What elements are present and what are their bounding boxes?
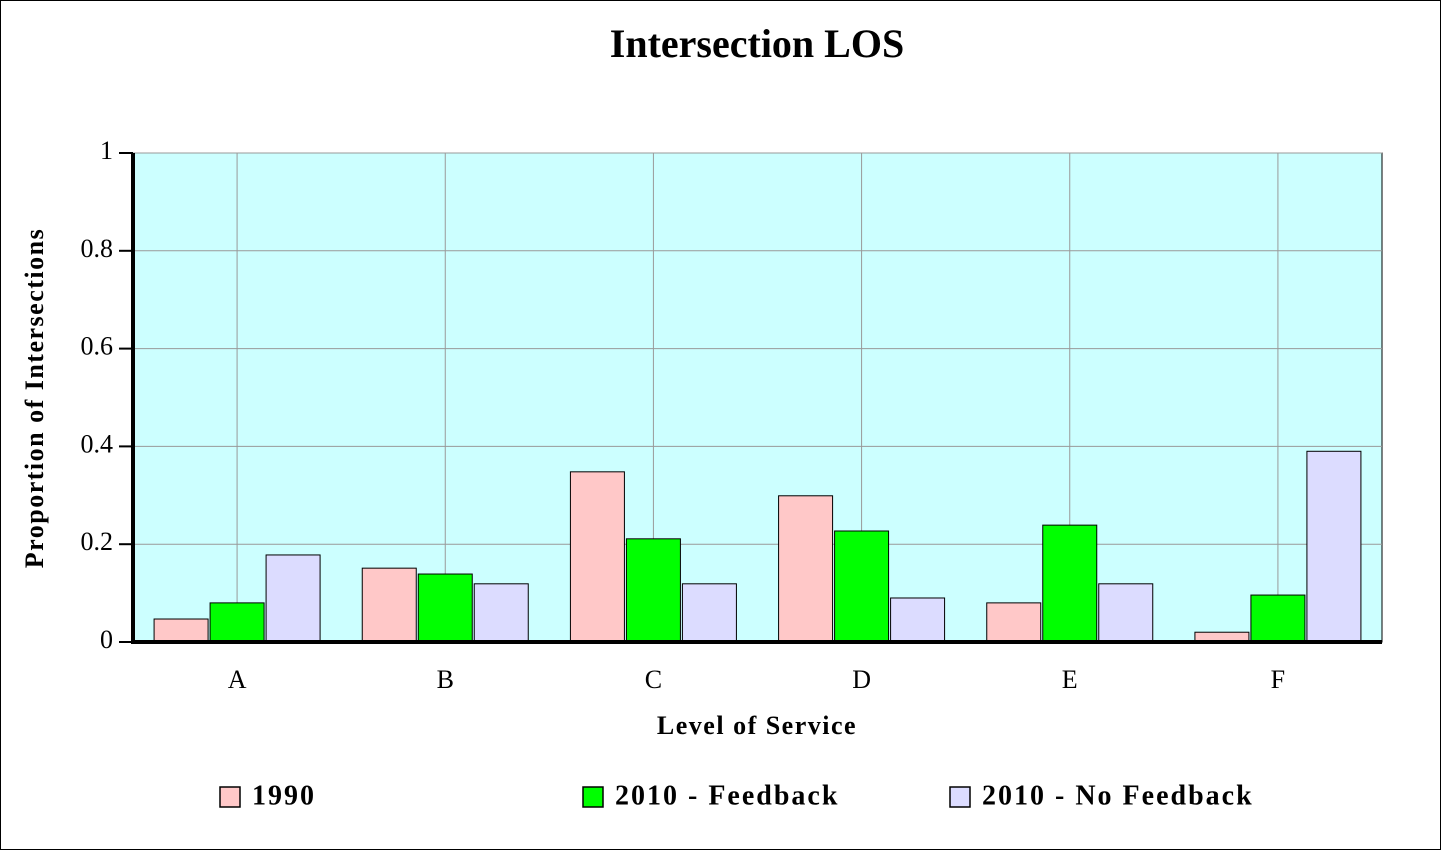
legend-swatch <box>219 786 241 808</box>
legend-label: 1990 <box>252 780 316 811</box>
bar <box>1042 524 1098 643</box>
bar <box>473 583 529 643</box>
legend-label: 2010 - Feedback <box>615 780 839 811</box>
bar <box>417 573 473 643</box>
y-tick-label: 1 <box>100 136 113 165</box>
y-tick-label: 0 <box>100 625 113 654</box>
legend-swatch <box>582 786 604 808</box>
bar <box>986 602 1042 643</box>
x-tick-label: C <box>645 665 662 694</box>
bar <box>834 530 890 643</box>
bar <box>890 597 946 643</box>
legend-swatch <box>949 786 971 808</box>
bar <box>265 554 321 643</box>
bar <box>1250 594 1306 643</box>
bar <box>681 583 737 643</box>
x-tick-label: F <box>1271 665 1285 694</box>
plot-area <box>132 152 1383 643</box>
bar <box>209 602 265 643</box>
bar <box>361 567 417 643</box>
y-tick-label: 0.8 <box>81 234 114 263</box>
y-axis-label: Proportion of Intersections <box>20 228 49 568</box>
x-tick-label: B <box>437 665 454 694</box>
x-tick-label: D <box>852 665 871 694</box>
bar <box>153 618 209 643</box>
bar <box>1098 583 1154 643</box>
y-tick-label: 0.4 <box>81 429 114 458</box>
x-tick-label: A <box>228 665 247 694</box>
bar <box>569 471 625 643</box>
bar <box>1306 450 1362 643</box>
x-tick-label: E <box>1062 665 1078 694</box>
chart-title: Intersection LOS <box>610 21 904 66</box>
y-tick-label: 0.6 <box>81 332 114 361</box>
y-tick-label: 0.2 <box>81 527 114 556</box>
bar <box>778 495 834 643</box>
bar <box>625 538 681 643</box>
legend-label: 2010 - No Feedback <box>982 780 1254 811</box>
x-axis-label: Level of Service <box>657 711 857 740</box>
